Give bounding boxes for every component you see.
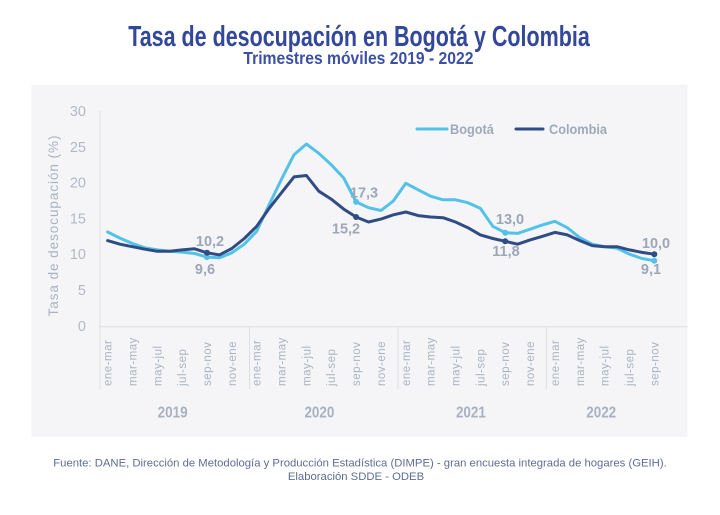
svg-text:9,1: 9,1 [641, 262, 661, 278]
svg-text:15: 15 [70, 211, 86, 227]
svg-text:jul-sep: jul-sep [625, 349, 637, 387]
svg-text:nov-ene: nov-ene [525, 341, 537, 386]
svg-text:nov-ene: nov-ene [376, 341, 388, 386]
svg-text:mar-may: mar-may [127, 337, 139, 386]
svg-text:13,0: 13,0 [496, 212, 524, 228]
svg-text:25: 25 [70, 140, 86, 156]
svg-text:10: 10 [70, 247, 86, 263]
svg-text:ene-mar: ene-mar [550, 340, 562, 386]
svg-text:may-jul: may-jul [451, 345, 463, 386]
svg-text:Tasa de desocupación en Bogotá: Tasa de desocupación en Bogotá y Colombi… [128, 21, 590, 53]
svg-text:sep-nov: sep-nov [500, 342, 512, 386]
svg-text:jul-sep: jul-sep [326, 349, 338, 387]
svg-text:nov-ene: nov-ene [227, 341, 239, 386]
svg-text:10,2: 10,2 [196, 234, 224, 250]
svg-text:2020: 2020 [304, 405, 334, 422]
svg-text:Fuente: DANE, Dirección de Met: Fuente: DANE, Dirección de Metodología y… [53, 458, 666, 470]
svg-text:sep-nov: sep-nov [202, 342, 214, 386]
svg-text:mar-may: mar-may [426, 337, 438, 386]
svg-text:0: 0 [78, 319, 86, 335]
svg-text:Colombia: Colombia [549, 121, 608, 137]
svg-text:ene-mar: ene-mar [401, 340, 413, 386]
svg-text:2019: 2019 [158, 405, 188, 422]
svg-text:17,3: 17,3 [350, 186, 378, 202]
svg-text:sep-nov: sep-nov [351, 342, 363, 386]
svg-text:ene-mar: ene-mar [103, 340, 115, 386]
svg-text:may-jul: may-jul [600, 345, 612, 386]
svg-text:sep-nov: sep-nov [649, 342, 661, 386]
svg-text:mar-may: mar-may [575, 337, 587, 386]
svg-text:Tasa de desocupación (%): Tasa de desocupación (%) [46, 135, 61, 317]
svg-text:ene-mar: ene-mar [252, 340, 264, 386]
svg-text:mar-may: mar-may [277, 337, 289, 386]
svg-text:Elaboración SDDE - ODEB: Elaboración SDDE - ODEB [288, 471, 424, 483]
svg-text:jul-sep: jul-sep [475, 349, 487, 387]
svg-text:may-jul: may-jul [152, 345, 164, 386]
svg-text:20: 20 [70, 176, 86, 192]
svg-text:5: 5 [78, 283, 86, 299]
svg-text:10,0: 10,0 [642, 236, 670, 252]
svg-text:may-jul: may-jul [301, 345, 313, 386]
svg-text:Trimestres móviles 2019 - 2022: Trimestres móviles 2019 - 2022 [243, 48, 473, 68]
svg-text:2022: 2022 [586, 405, 616, 422]
svg-text:2021: 2021 [456, 405, 486, 422]
svg-text:11,8: 11,8 [492, 244, 519, 260]
svg-text:30: 30 [70, 104, 86, 120]
svg-text:Bogotá: Bogotá [450, 121, 494, 137]
svg-text:9,6: 9,6 [195, 262, 215, 278]
svg-text:15,2: 15,2 [332, 222, 360, 238]
svg-text:jul-sep: jul-sep [177, 349, 189, 387]
